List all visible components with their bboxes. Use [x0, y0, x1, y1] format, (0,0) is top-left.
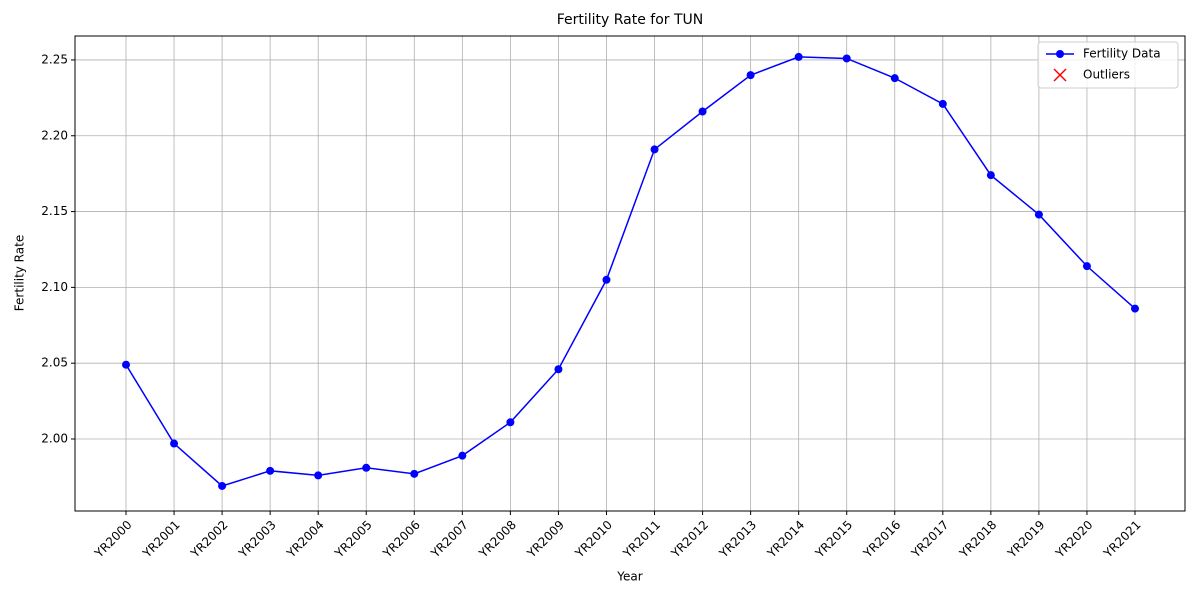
data-point	[650, 145, 659, 154]
chart-title: Fertility Rate for TUN	[557, 12, 704, 28]
data-point	[218, 481, 227, 490]
x-axis-label: Year	[616, 570, 642, 584]
data-point	[170, 439, 179, 448]
data-point	[698, 107, 707, 116]
data-point	[938, 99, 947, 108]
data-point	[410, 469, 419, 478]
legend-marker	[1053, 68, 1067, 82]
data-point	[458, 451, 467, 460]
y-tick-label: 2.15	[41, 204, 68, 218]
plot-frame	[74, 35, 1186, 512]
y-tick-label: 2.10	[41, 280, 68, 294]
data-point	[314, 471, 323, 480]
data-point	[746, 71, 755, 80]
legend-label: Outliers	[1083, 68, 1130, 82]
x-tick-label: YR2020	[1052, 518, 1095, 561]
y-axis-label: Fertility Rate	[13, 235, 27, 311]
x-tick-label: YR2014	[764, 518, 807, 561]
x-tick-label: YR2016	[860, 518, 903, 561]
x-tick-label: YR2017	[908, 518, 951, 561]
data-point	[1082, 262, 1091, 271]
x-tick-label: YR2006	[380, 518, 423, 561]
data-point	[506, 418, 515, 427]
data-point	[362, 463, 371, 472]
data-point	[554, 365, 563, 374]
x-tick-label: YR2005	[332, 518, 375, 561]
data-line	[125, 56, 1136, 487]
x-tick-label: YR2002	[187, 518, 230, 561]
x-tick-label: YR2004	[283, 518, 326, 561]
x-tick-label: YR2012	[668, 518, 711, 561]
x-tick-label: YR2007	[428, 518, 471, 561]
x-tick-label: YR2015	[812, 518, 855, 561]
x-tick-label: YR2011	[620, 518, 663, 561]
y-tick-label: 2.00	[41, 431, 68, 445]
x-tick-label: YR2010	[572, 518, 615, 561]
data-point	[122, 360, 130, 369]
x-tick-label: YR2001	[139, 518, 182, 561]
x-tick-label: YR2003	[235, 518, 278, 561]
x-tick-label: YR2013	[716, 518, 759, 561]
data-point	[986, 171, 995, 180]
y-tick-label: 2.05	[41, 356, 68, 370]
x-tick-label: YR2008	[476, 518, 519, 561]
data-point	[794, 52, 803, 61]
y-tick-label: 2.25	[41, 52, 68, 66]
legend-label: Fertility Data	[1083, 47, 1161, 61]
y-tick-label: 2.20	[41, 128, 68, 142]
data-point	[890, 74, 899, 83]
x-tick-label: YR2018	[956, 518, 999, 561]
data-point	[1034, 210, 1043, 219]
data-point	[266, 466, 275, 475]
x-tick-label: YR2000	[91, 518, 134, 561]
x-tick-label: YR2021	[1100, 518, 1143, 561]
x-tick-label: YR2009	[524, 518, 567, 561]
data-point	[1131, 304, 1139, 313]
data-point	[602, 275, 611, 284]
x-tick-label: YR2019	[1004, 518, 1047, 561]
data-point	[842, 54, 851, 63]
legend-marker	[1056, 50, 1064, 58]
